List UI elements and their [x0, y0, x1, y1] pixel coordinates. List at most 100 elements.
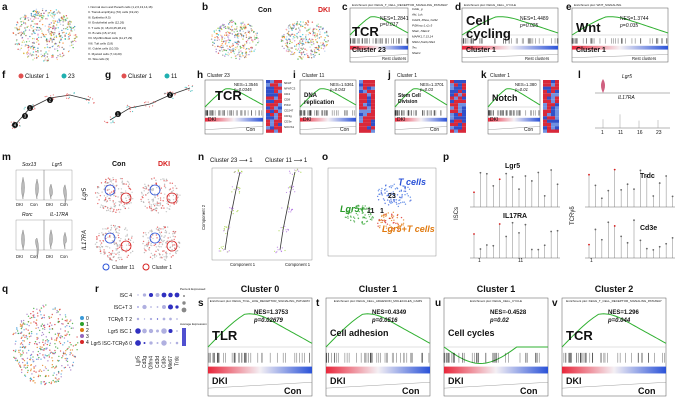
cell-dot — [377, 190, 380, 192]
cell-dot — [22, 339, 24, 342]
cell-dot — [112, 256, 115, 258]
panel-label: l — [578, 70, 581, 81]
cell-dot — [377, 199, 380, 201]
cell-dot — [63, 27, 65, 30]
cell-dot — [125, 251, 127, 253]
cell-dot — [64, 352, 66, 355]
tip — [645, 175, 648, 178]
cell-dot — [149, 256, 152, 258]
cell-dot — [228, 45, 231, 48]
cell-dot — [40, 12, 42, 15]
cell-dot — [52, 366, 54, 368]
cell-dot — [148, 207, 151, 209]
cell-dot — [236, 210, 238, 213]
cell-dot — [63, 48, 65, 50]
heat-cell — [543, 96, 547, 100]
cell-dot — [115, 260, 117, 262]
cell-dot — [105, 245, 107, 248]
heat-cell — [278, 116, 282, 120]
cell-dot — [54, 96, 56, 99]
cell-dot — [66, 93, 68, 95]
cluster-annotation: T cells — [398, 177, 426, 187]
cell-dot — [110, 224, 112, 227]
pathway: Cell — [466, 13, 490, 28]
cell-dot — [56, 56, 58, 59]
cell-dot — [32, 361, 34, 363]
cell-dot — [40, 358, 42, 360]
cell-dot — [347, 213, 350, 215]
cell-dot — [109, 257, 111, 259]
cell-dot — [383, 199, 386, 201]
cell-dot — [26, 56, 29, 58]
heat-cell — [363, 83, 367, 87]
heat-cell — [458, 103, 462, 107]
cell-dot — [66, 358, 69, 360]
cell-dot — [61, 322, 63, 325]
cell-dot — [50, 381, 53, 383]
cluster-tick: 16 — [637, 130, 643, 136]
cell-dot — [38, 11, 40, 13]
cell-dot — [52, 379, 54, 382]
expression-dot — [143, 318, 146, 320]
tip — [543, 244, 546, 247]
cell-dot — [322, 43, 324, 46]
heat-cell — [543, 119, 547, 123]
cell-dot — [227, 48, 229, 50]
gene-label: Lgr5 — [52, 162, 62, 168]
cell-dot — [314, 32, 316, 34]
tip — [556, 183, 559, 186]
cell-dot — [103, 195, 106, 197]
cell-dot — [110, 258, 112, 261]
cell-dot — [239, 54, 241, 56]
expression-dot — [162, 317, 166, 321]
cell-dot — [68, 22, 70, 25]
cell-dot — [69, 320, 71, 323]
cell-dot — [324, 37, 326, 39]
cell-dot — [113, 241, 115, 244]
cell-dot — [41, 7, 44, 10]
cluster-label: Cluster 2 — [595, 284, 634, 294]
legend-label: 23 — [68, 74, 75, 80]
heat-cell — [450, 83, 454, 87]
cell-dot — [231, 186, 234, 188]
cell-dot — [227, 36, 229, 38]
cell-dot — [12, 349, 15, 352]
cell-dot — [115, 181, 117, 183]
cell-dot — [127, 254, 130, 257]
cell-dot — [111, 179, 113, 182]
cell-dot — [145, 234, 147, 236]
cell-dot — [171, 248, 173, 251]
cell-dot — [274, 250, 276, 252]
cell-dot — [146, 245, 149, 248]
cell-dot — [37, 55, 40, 57]
cell-dot — [94, 192, 97, 194]
cell-dot — [24, 27, 26, 29]
cell-dot — [385, 215, 387, 217]
heat-cell — [547, 116, 551, 120]
cell-dot — [143, 101, 146, 104]
cell-dot — [151, 234, 154, 236]
heat-cell — [543, 80, 547, 84]
cell-dot — [46, 56, 49, 58]
cell-dot — [191, 85, 193, 88]
cell-dot — [147, 189, 150, 191]
cell-dot — [43, 314, 45, 316]
cell-dot — [288, 34, 290, 36]
cell-dot — [385, 188, 387, 190]
cell-dot — [42, 381, 45, 383]
cell-dot — [41, 32, 43, 35]
cell-dot — [62, 15, 65, 17]
expression-dot — [162, 305, 166, 309]
cell-dot — [110, 227, 113, 229]
cell-dot — [46, 323, 49, 325]
cell-dot — [315, 28, 318, 31]
cell-type-legend: I. Normal stem and Paneth cells (1,2,6,1… — [88, 5, 153, 61]
cell-dot — [288, 49, 291, 52]
cell-dot — [52, 45, 55, 47]
cell-dot — [101, 191, 103, 193]
cell-dot — [361, 211, 364, 213]
heat-cell — [371, 83, 375, 87]
cell-dot — [60, 38, 62, 41]
cell-dot — [42, 17, 44, 19]
cell-dot — [26, 366, 29, 369]
